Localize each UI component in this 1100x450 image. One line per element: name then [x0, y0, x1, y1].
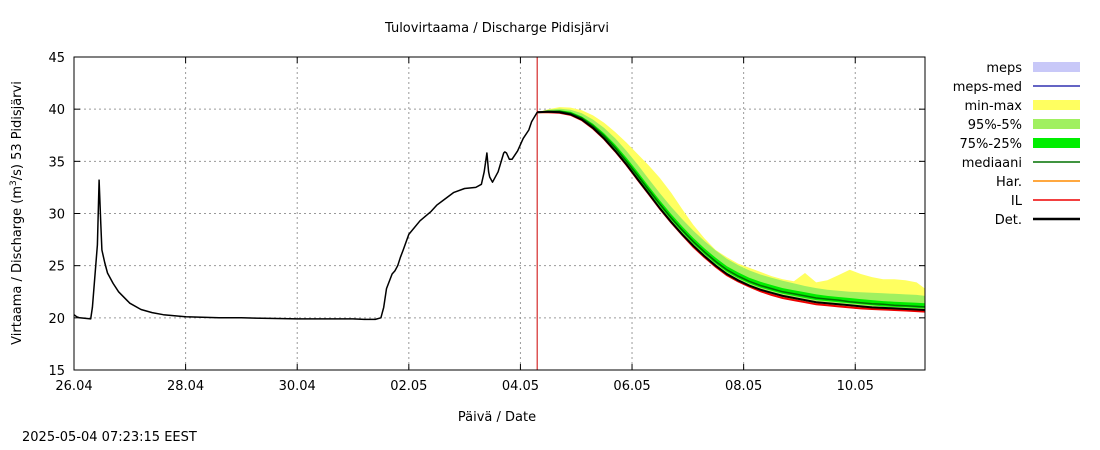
legend-item-har: Har.: [996, 175, 1080, 190]
y-tick-label: 20: [48, 312, 65, 327]
legend: meps meps-med min-max 95%-5% 75%-25% mediaani…: [953, 61, 1080, 228]
legend-label: meps-med: [953, 80, 1022, 95]
x-tick-label: 08.05: [725, 379, 762, 394]
x-tick-label: 28.04: [167, 379, 204, 394]
timestamp-footer: 2025-05-04 07:23:15 EEST: [22, 430, 197, 445]
legend-item-il: IL: [1011, 194, 1080, 209]
legend-label: min-max: [964, 99, 1022, 114]
legend-item-meps: meps: [986, 61, 1080, 76]
y-tick-label: 25: [48, 260, 65, 275]
x-tick-label: 06.05: [613, 379, 650, 394]
x-tick-label: 02.05: [390, 379, 427, 394]
y-tick-label: 15: [48, 364, 65, 379]
legend-swatch: [1033, 100, 1080, 110]
x-axis-label: Päivä / Date: [458, 410, 536, 425]
mediaani-line: [537, 110, 926, 308]
y-tick-label: 45: [48, 51, 65, 66]
axis-ticks: 15 20 25 30 35 40 45 26.04 28.04 30.04 02.05 04.05 0…: [48, 51, 925, 394]
y-tick-label: 35: [48, 155, 65, 170]
observed-discharge-line: [73, 111, 538, 321]
legend-label: Det.: [995, 213, 1022, 228]
x-tick-label: 10.05: [837, 379, 874, 394]
x-tick-label: 26.04: [55, 379, 92, 394]
legend-item-meps-med: meps-med: [953, 80, 1080, 95]
legend-item-minmax: min-max: [964, 99, 1080, 114]
legend-item-det: Det.: [995, 213, 1080, 228]
legend-swatch: [1033, 62, 1080, 72]
y-tick-label: 40: [48, 103, 65, 118]
forecast-bands: [537, 107, 925, 313]
y-axis-label-suffix: /s) 53 Pidisjärvi: [10, 81, 25, 180]
y-axis-label: Virtaama / Discharge (m3/s) 53 Pidisjärv…: [9, 81, 25, 345]
legend-item-p75-25: 75%-25%: [960, 137, 1080, 152]
legend-swatch: [1033, 138, 1080, 148]
legend-item-mediaani: mediaani: [962, 156, 1080, 171]
det-forecast-line: [537, 110, 926, 311]
y-axis-label-superscript: 3: [9, 180, 19, 186]
minmax-band: [537, 107, 925, 313]
x-tick-label: 04.05: [502, 379, 539, 394]
y-tick-label: 30: [48, 208, 65, 223]
x-tick-label: 30.04: [279, 379, 316, 394]
legend-label: mediaani: [962, 156, 1022, 171]
legend-label: IL: [1011, 194, 1023, 209]
plot-frame: [73, 56, 926, 371]
legend-label: 95%-5%: [968, 118, 1022, 133]
series-lines: [73, 57, 926, 370]
grid: [74, 57, 925, 370]
legend-item-p95-5: 95%-5%: [968, 118, 1080, 133]
legend-label: meps: [986, 61, 1022, 76]
y-axis-label-prefix: Virtaama / Discharge (m: [10, 186, 25, 345]
legend-label: Har.: [996, 175, 1022, 190]
legend-swatch: [1033, 119, 1080, 129]
p75-25-band: [537, 110, 925, 309]
chart-title: Tulovirtaama / Discharge Pidisjärvi: [384, 21, 609, 36]
legend-label: 75%-25%: [960, 137, 1022, 152]
